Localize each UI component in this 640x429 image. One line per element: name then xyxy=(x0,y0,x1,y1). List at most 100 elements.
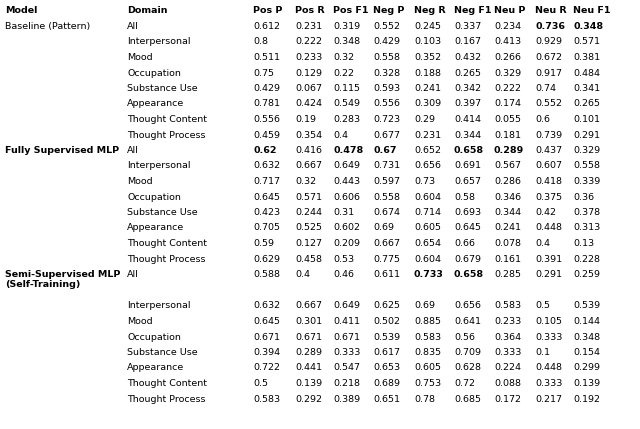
Text: 0.605: 0.605 xyxy=(414,224,441,233)
Text: 0.139: 0.139 xyxy=(573,379,600,388)
Text: 0.313: 0.313 xyxy=(573,224,600,233)
Text: 0.342: 0.342 xyxy=(454,84,481,93)
Text: 0.8: 0.8 xyxy=(253,37,268,46)
Text: 0.552: 0.552 xyxy=(373,22,400,31)
Text: 0.685: 0.685 xyxy=(454,395,481,404)
Text: 0.781: 0.781 xyxy=(253,100,280,109)
Text: 0.539: 0.539 xyxy=(573,302,600,311)
Text: 0.348: 0.348 xyxy=(573,332,600,341)
Text: 0.69: 0.69 xyxy=(414,302,435,311)
Text: 0.558: 0.558 xyxy=(573,161,600,170)
Text: 0.154: 0.154 xyxy=(573,348,600,357)
Text: 0.448: 0.448 xyxy=(535,363,562,372)
Text: 0.658: 0.658 xyxy=(454,146,484,155)
Text: 0.078: 0.078 xyxy=(494,239,521,248)
Text: 0.224: 0.224 xyxy=(494,363,521,372)
Text: 0.59: 0.59 xyxy=(253,239,274,248)
Text: 0.22: 0.22 xyxy=(333,69,354,78)
Text: 0.241: 0.241 xyxy=(414,84,441,93)
Text: 0.291: 0.291 xyxy=(535,270,562,279)
Text: 0.144: 0.144 xyxy=(573,317,600,326)
Text: 0.283: 0.283 xyxy=(333,115,360,124)
Text: 0.66: 0.66 xyxy=(454,239,475,248)
Text: Appearance: Appearance xyxy=(127,100,184,109)
Text: 0.671: 0.671 xyxy=(295,332,322,341)
Text: 0.677: 0.677 xyxy=(373,130,400,139)
Text: 0.72: 0.72 xyxy=(454,379,475,388)
Text: 0.29: 0.29 xyxy=(414,115,435,124)
Text: 0.653: 0.653 xyxy=(373,363,400,372)
Text: 0.241: 0.241 xyxy=(494,224,521,233)
Text: 0.103: 0.103 xyxy=(414,37,441,46)
Text: 0.088: 0.088 xyxy=(494,379,521,388)
Text: 0.289: 0.289 xyxy=(494,146,524,155)
Text: 0.13: 0.13 xyxy=(573,239,594,248)
Text: Substance Use: Substance Use xyxy=(127,84,198,93)
Text: 0.341: 0.341 xyxy=(573,84,600,93)
Text: 0.391: 0.391 xyxy=(535,254,562,263)
Text: 0.775: 0.775 xyxy=(373,254,400,263)
Text: 0.556: 0.556 xyxy=(373,100,400,109)
Text: 0.129: 0.129 xyxy=(295,69,322,78)
Text: 0.301: 0.301 xyxy=(295,317,322,326)
Text: 0.233: 0.233 xyxy=(295,53,323,62)
Text: 0.309: 0.309 xyxy=(414,100,441,109)
Text: 0.641: 0.641 xyxy=(454,317,481,326)
Text: 0.101: 0.101 xyxy=(573,115,600,124)
Text: 0.285: 0.285 xyxy=(494,270,521,279)
Text: 0.424: 0.424 xyxy=(295,100,322,109)
Text: 0.617: 0.617 xyxy=(373,348,400,357)
Text: Interpersonal: Interpersonal xyxy=(127,302,191,311)
Text: Thought Process: Thought Process xyxy=(127,130,205,139)
Text: 0.418: 0.418 xyxy=(535,177,562,186)
Text: 0.602: 0.602 xyxy=(333,224,360,233)
Text: 0.885: 0.885 xyxy=(414,317,441,326)
Text: 0.736: 0.736 xyxy=(535,22,565,31)
Text: 0.502: 0.502 xyxy=(373,317,400,326)
Text: 0.835: 0.835 xyxy=(414,348,441,357)
Text: Model: Model xyxy=(5,6,37,15)
Text: 0.612: 0.612 xyxy=(253,22,280,31)
Text: 0.222: 0.222 xyxy=(494,84,521,93)
Text: 0.739: 0.739 xyxy=(535,130,562,139)
Text: 0.672: 0.672 xyxy=(535,53,562,62)
Text: 0.657: 0.657 xyxy=(454,177,481,186)
Text: 0.441: 0.441 xyxy=(295,363,322,372)
Text: Occupation: Occupation xyxy=(127,193,181,202)
Text: 0.259: 0.259 xyxy=(573,270,600,279)
Text: 0.583: 0.583 xyxy=(253,395,280,404)
Text: 0.679: 0.679 xyxy=(454,254,481,263)
Text: 0.32: 0.32 xyxy=(295,177,316,186)
Text: 0.375: 0.375 xyxy=(535,193,562,202)
Text: 0.62: 0.62 xyxy=(253,146,276,155)
Text: 0.74: 0.74 xyxy=(535,84,556,93)
Text: 0.705: 0.705 xyxy=(253,224,280,233)
Text: 0.105: 0.105 xyxy=(535,317,562,326)
Text: Mood: Mood xyxy=(127,53,152,62)
Text: 0.714: 0.714 xyxy=(414,208,441,217)
Text: 0.511: 0.511 xyxy=(253,53,280,62)
Text: 0.588: 0.588 xyxy=(253,270,280,279)
Text: 0.31: 0.31 xyxy=(333,208,354,217)
Text: 0.394: 0.394 xyxy=(253,348,280,357)
Text: Neg F1: Neg F1 xyxy=(454,6,492,15)
Text: 0.289: 0.289 xyxy=(295,348,322,357)
Text: 0.067: 0.067 xyxy=(295,84,322,93)
Text: 0.649: 0.649 xyxy=(333,161,360,170)
Text: 0.265: 0.265 xyxy=(454,69,481,78)
Text: 0.667: 0.667 xyxy=(295,302,322,311)
Text: 0.127: 0.127 xyxy=(295,239,322,248)
Text: 0.6: 0.6 xyxy=(535,115,550,124)
Text: 0.58: 0.58 xyxy=(454,193,475,202)
Text: 0.651: 0.651 xyxy=(373,395,400,404)
Text: 0.607: 0.607 xyxy=(535,161,562,170)
Text: 0.458: 0.458 xyxy=(295,254,322,263)
Text: 0.604: 0.604 xyxy=(414,254,441,263)
Text: 0.658: 0.658 xyxy=(454,270,484,279)
Text: 0.4: 0.4 xyxy=(295,270,310,279)
Text: 0.228: 0.228 xyxy=(573,254,600,263)
Text: 0.055: 0.055 xyxy=(494,115,521,124)
Text: Thought Content: Thought Content xyxy=(127,115,207,124)
Text: 0.139: 0.139 xyxy=(295,379,322,388)
Text: 0.339: 0.339 xyxy=(573,177,600,186)
